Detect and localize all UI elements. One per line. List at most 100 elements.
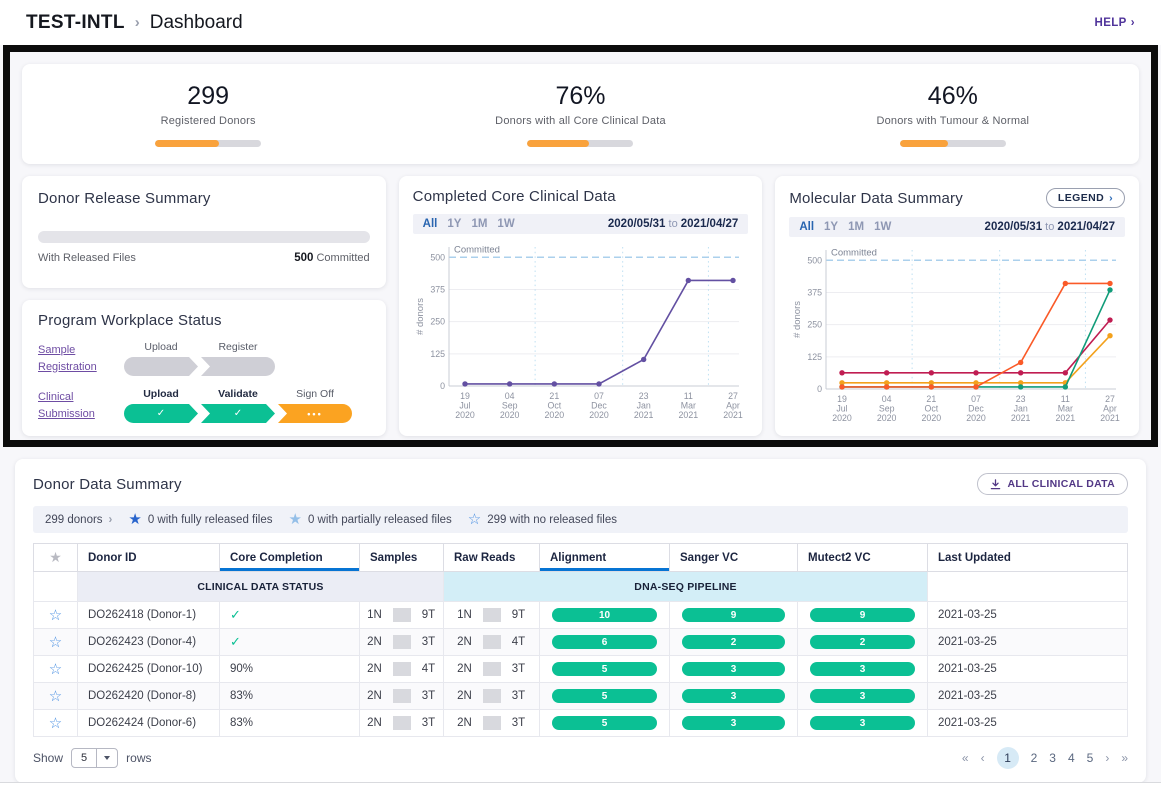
- col-last-updated[interactable]: Last Updated: [928, 544, 1128, 572]
- progress-bar: [155, 140, 261, 147]
- core-completion-cell: ✓: [220, 629, 360, 656]
- prev-page-button[interactable]: ‹: [981, 751, 985, 765]
- donor-id-cell[interactable]: DO262424 (Donor-6): [78, 710, 220, 737]
- table-row: ☆ DO262425 (Donor-10) 90% 2N4T 2N3T 5 3 …: [34, 656, 1128, 683]
- last-updated-cell: 2021-03-25: [928, 683, 1128, 710]
- col-raw-reads[interactable]: Raw Reads: [444, 544, 540, 572]
- pagination: « ‹ 1 2 3 4 5 › »: [962, 747, 1128, 769]
- core-completion-cell: 83%: [220, 683, 360, 710]
- first-page-button[interactable]: «: [962, 751, 969, 765]
- stat-value: 299: [187, 82, 229, 111]
- molecular-line-chart: Committed0125250375500# donors19Jul20200…: [792, 237, 1122, 435]
- donor-id-cell[interactable]: DO262425 (Donor-10): [78, 656, 220, 683]
- range-tab-1w[interactable]: 1W: [874, 221, 891, 233]
- page-3-button[interactable]: 3: [1049, 751, 1056, 765]
- range-tab-all[interactable]: All: [423, 218, 438, 230]
- raw-reads-cell: 2N3T: [444, 656, 540, 683]
- help-chevron-icon: ›: [1131, 17, 1135, 29]
- last-page-button[interactable]: »: [1121, 751, 1128, 765]
- alignment-cell: 5: [540, 710, 670, 737]
- all-clinical-data-button[interactable]: ALL CLINICAL DATA: [977, 473, 1128, 495]
- range-tab-1m[interactable]: 1M: [848, 221, 864, 233]
- table-row: ☆ DO262420 (Donor-8) 83% 2N3T 2N3T 5 3 3…: [34, 683, 1128, 710]
- table-header-row: ★ Donor ID Core Completion Samples Raw R…: [34, 544, 1128, 572]
- top-header: TEST-INTL › Dashboard HELP ›: [0, 0, 1161, 45]
- svg-text:0: 0: [817, 384, 822, 394]
- step-register: [201, 357, 275, 376]
- table-row: ☆ DO262418 (Donor-1) ✓ 1N9T 1N9T 10 9 9 …: [34, 602, 1128, 629]
- sanger-vc-cell: 3: [670, 656, 798, 683]
- star-column-header[interactable]: ★: [34, 544, 78, 572]
- step-label: Upload: [144, 341, 177, 353]
- col-core-completion[interactable]: Core Completion: [220, 544, 360, 572]
- range-tab-1y[interactable]: 1Y: [447, 218, 461, 230]
- svg-text:0: 0: [441, 381, 446, 391]
- svg-text:27Apr2021: 27Apr2021: [1100, 394, 1120, 423]
- svg-text:125: 125: [807, 352, 822, 362]
- group-clinical-data-status: CLINICAL DATA STATUS: [78, 572, 444, 602]
- mutect2-vc-cell: 2: [798, 629, 928, 656]
- core-completion-cell: 83%: [220, 710, 360, 737]
- clinical-submission-pipeline: Upload ✓ Validate ✓ Sign Off •••: [124, 388, 355, 423]
- card-title: Completed Core Clinical Data: [413, 188, 616, 205]
- samples-cell: 2N4T: [360, 656, 444, 683]
- col-mutect2-vc[interactable]: Mutect2 VC: [798, 544, 928, 572]
- mutect2-count-pill: 3: [810, 662, 915, 676]
- stat-core-clinical: 76% Donors with all Core Clinical Data: [394, 64, 766, 164]
- col-alignment[interactable]: Alignment: [540, 544, 670, 572]
- range-tab-all[interactable]: All: [799, 221, 814, 233]
- program-workplace-status-card: Program Workplace Status Sample Registra…: [22, 300, 386, 436]
- stat-value: 46%: [928, 82, 978, 111]
- favorite-star[interactable]: ☆: [34, 710, 78, 737]
- page-5-button[interactable]: 5: [1087, 751, 1094, 765]
- favorite-star[interactable]: ☆: [34, 656, 78, 683]
- release-progress-bar: [38, 231, 370, 243]
- donor-id-cell[interactable]: DO262423 (Donor-4): [78, 629, 220, 656]
- donor-id-cell[interactable]: DO262418 (Donor-1): [78, 602, 220, 629]
- range-tab-1m[interactable]: 1M: [471, 218, 487, 230]
- samples-cell: 2N3T: [360, 629, 444, 656]
- mutect2-count-pill: 2: [810, 635, 915, 649]
- table-group-header: CLINICAL DATA STATUS DNA-SEQ PIPELINE: [34, 572, 1128, 602]
- molecular-data-summary-card: Molecular Data Summary LEGEND › All 1Y 1…: [775, 176, 1139, 436]
- col-samples[interactable]: Samples: [360, 544, 444, 572]
- dashboard-page: TEST-INTL › Dashboard HELP › 299 Registe…: [0, 0, 1161, 783]
- check-icon: ✓: [157, 408, 165, 419]
- legend-button[interactable]: LEGEND ›: [1046, 188, 1125, 208]
- sample-registration-link[interactable]: Sample Registration: [38, 342, 124, 375]
- svg-text:# donors: # donors: [792, 301, 803, 338]
- next-page-button[interactable]: ›: [1105, 751, 1109, 765]
- favorite-star[interactable]: ☆: [34, 602, 78, 629]
- stat-label: Registered Donors: [161, 115, 256, 127]
- samples-cell: 2N3T: [360, 683, 444, 710]
- donor-id-cell[interactable]: DO262420 (Donor-8): [78, 683, 220, 710]
- help-link[interactable]: HELP ›: [1094, 17, 1135, 29]
- svg-text:04Sep2020: 04Sep2020: [877, 394, 897, 423]
- clinical-submission-link[interactable]: Clinical Submission: [38, 389, 124, 422]
- raw-reads-cell: 2N3T: [444, 710, 540, 737]
- svg-text:500: 500: [807, 255, 822, 265]
- col-sanger-vc[interactable]: Sanger VC: [670, 544, 798, 572]
- page-2-button[interactable]: 2: [1031, 751, 1038, 765]
- range-tab-1w[interactable]: 1W: [497, 218, 514, 230]
- sanger-count-pill: 3: [682, 662, 785, 676]
- star-outline-icon: ☆: [468, 512, 481, 527]
- samples-cell: 1N9T: [360, 602, 444, 629]
- svg-text:07Dec2020: 07Dec2020: [966, 394, 986, 423]
- page-size-select[interactable]: 5: [71, 748, 118, 768]
- mutect2-count-pill: 9: [810, 608, 915, 622]
- range-tab-1y[interactable]: 1Y: [824, 221, 838, 233]
- page-4-button[interactable]: 4: [1068, 751, 1075, 765]
- svg-text:07Dec2020: 07Dec2020: [590, 391, 610, 420]
- svg-text:Committed: Committed: [454, 244, 500, 255]
- page-1-button[interactable]: 1: [997, 747, 1019, 769]
- svg-text:04Sep2020: 04Sep2020: [500, 391, 520, 420]
- col-donor-id[interactable]: Donor ID: [78, 544, 220, 572]
- raw-reads-cell: 2N3T: [444, 683, 540, 710]
- favorite-star[interactable]: ☆: [34, 629, 78, 656]
- core-completion-cell: ✓: [220, 602, 360, 629]
- step-upload: ✓: [124, 404, 198, 423]
- star-outline-icon: ☆: [49, 634, 62, 651]
- favorite-star[interactable]: ☆: [34, 683, 78, 710]
- svg-text:23Jan2021: 23Jan2021: [634, 391, 654, 420]
